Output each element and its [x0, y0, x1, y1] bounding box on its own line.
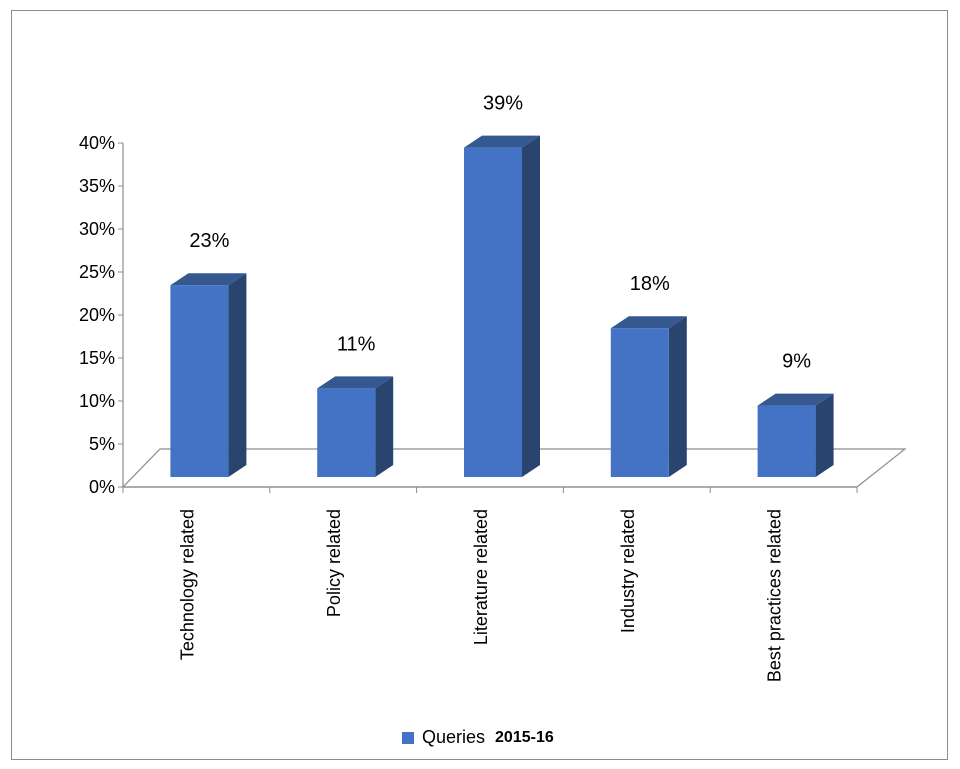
bar-top	[464, 135, 540, 148]
x-tick-label: Technology related	[177, 509, 197, 660]
bar-top	[317, 376, 394, 389]
bar-side	[815, 393, 834, 477]
legend-label: Queries	[422, 727, 486, 747]
x-tick-label: Best practices related	[765, 509, 785, 682]
y-tick-label: 0%	[89, 477, 115, 497]
bar-side	[228, 273, 247, 477]
bar	[170, 285, 229, 477]
y-tick-label: 25%	[79, 262, 115, 282]
y-tick-label: 40%	[79, 133, 115, 153]
y-tick-label: 35%	[79, 176, 115, 196]
data-label: 11%	[337, 333, 376, 355]
x-tick-label: Industry related	[618, 509, 638, 633]
chart-frame: 0% 5% 10% 15% 20% 25% 30% 35% 40% 23% Technology r…	[11, 10, 948, 760]
bar-chart: 0% 5% 10% 15% 20% 25% 30% 35% 40% 23% Technology r…	[79, 93, 907, 682]
bar	[610, 328, 669, 477]
y-tick-label: 15%	[79, 348, 115, 368]
y-tick-label: 30%	[79, 219, 115, 239]
x-tick-label: Literature related	[471, 509, 491, 645]
y-tick-label: 20%	[79, 305, 115, 325]
bar-side	[375, 376, 394, 477]
data-label: 39%	[483, 93, 523, 115]
bar	[317, 388, 376, 477]
bar-top	[610, 316, 687, 329]
bar	[757, 405, 816, 477]
bar-side	[522, 135, 540, 477]
y-tick-label: 5%	[89, 434, 115, 454]
data-label: 9%	[782, 351, 811, 373]
bar-top	[757, 393, 834, 406]
y-tick-label: 10%	[79, 391, 115, 411]
legend: Queries 2015-16	[402, 727, 554, 748]
bar-top	[170, 273, 247, 286]
legend-year: 2015-16	[495, 728, 554, 746]
bar	[464, 147, 522, 477]
x-tick-label: Policy related	[324, 509, 344, 617]
data-label: 23%	[189, 230, 229, 252]
legend-swatch	[402, 731, 414, 744]
data-label: 18%	[630, 273, 670, 295]
bar-side	[668, 316, 687, 477]
